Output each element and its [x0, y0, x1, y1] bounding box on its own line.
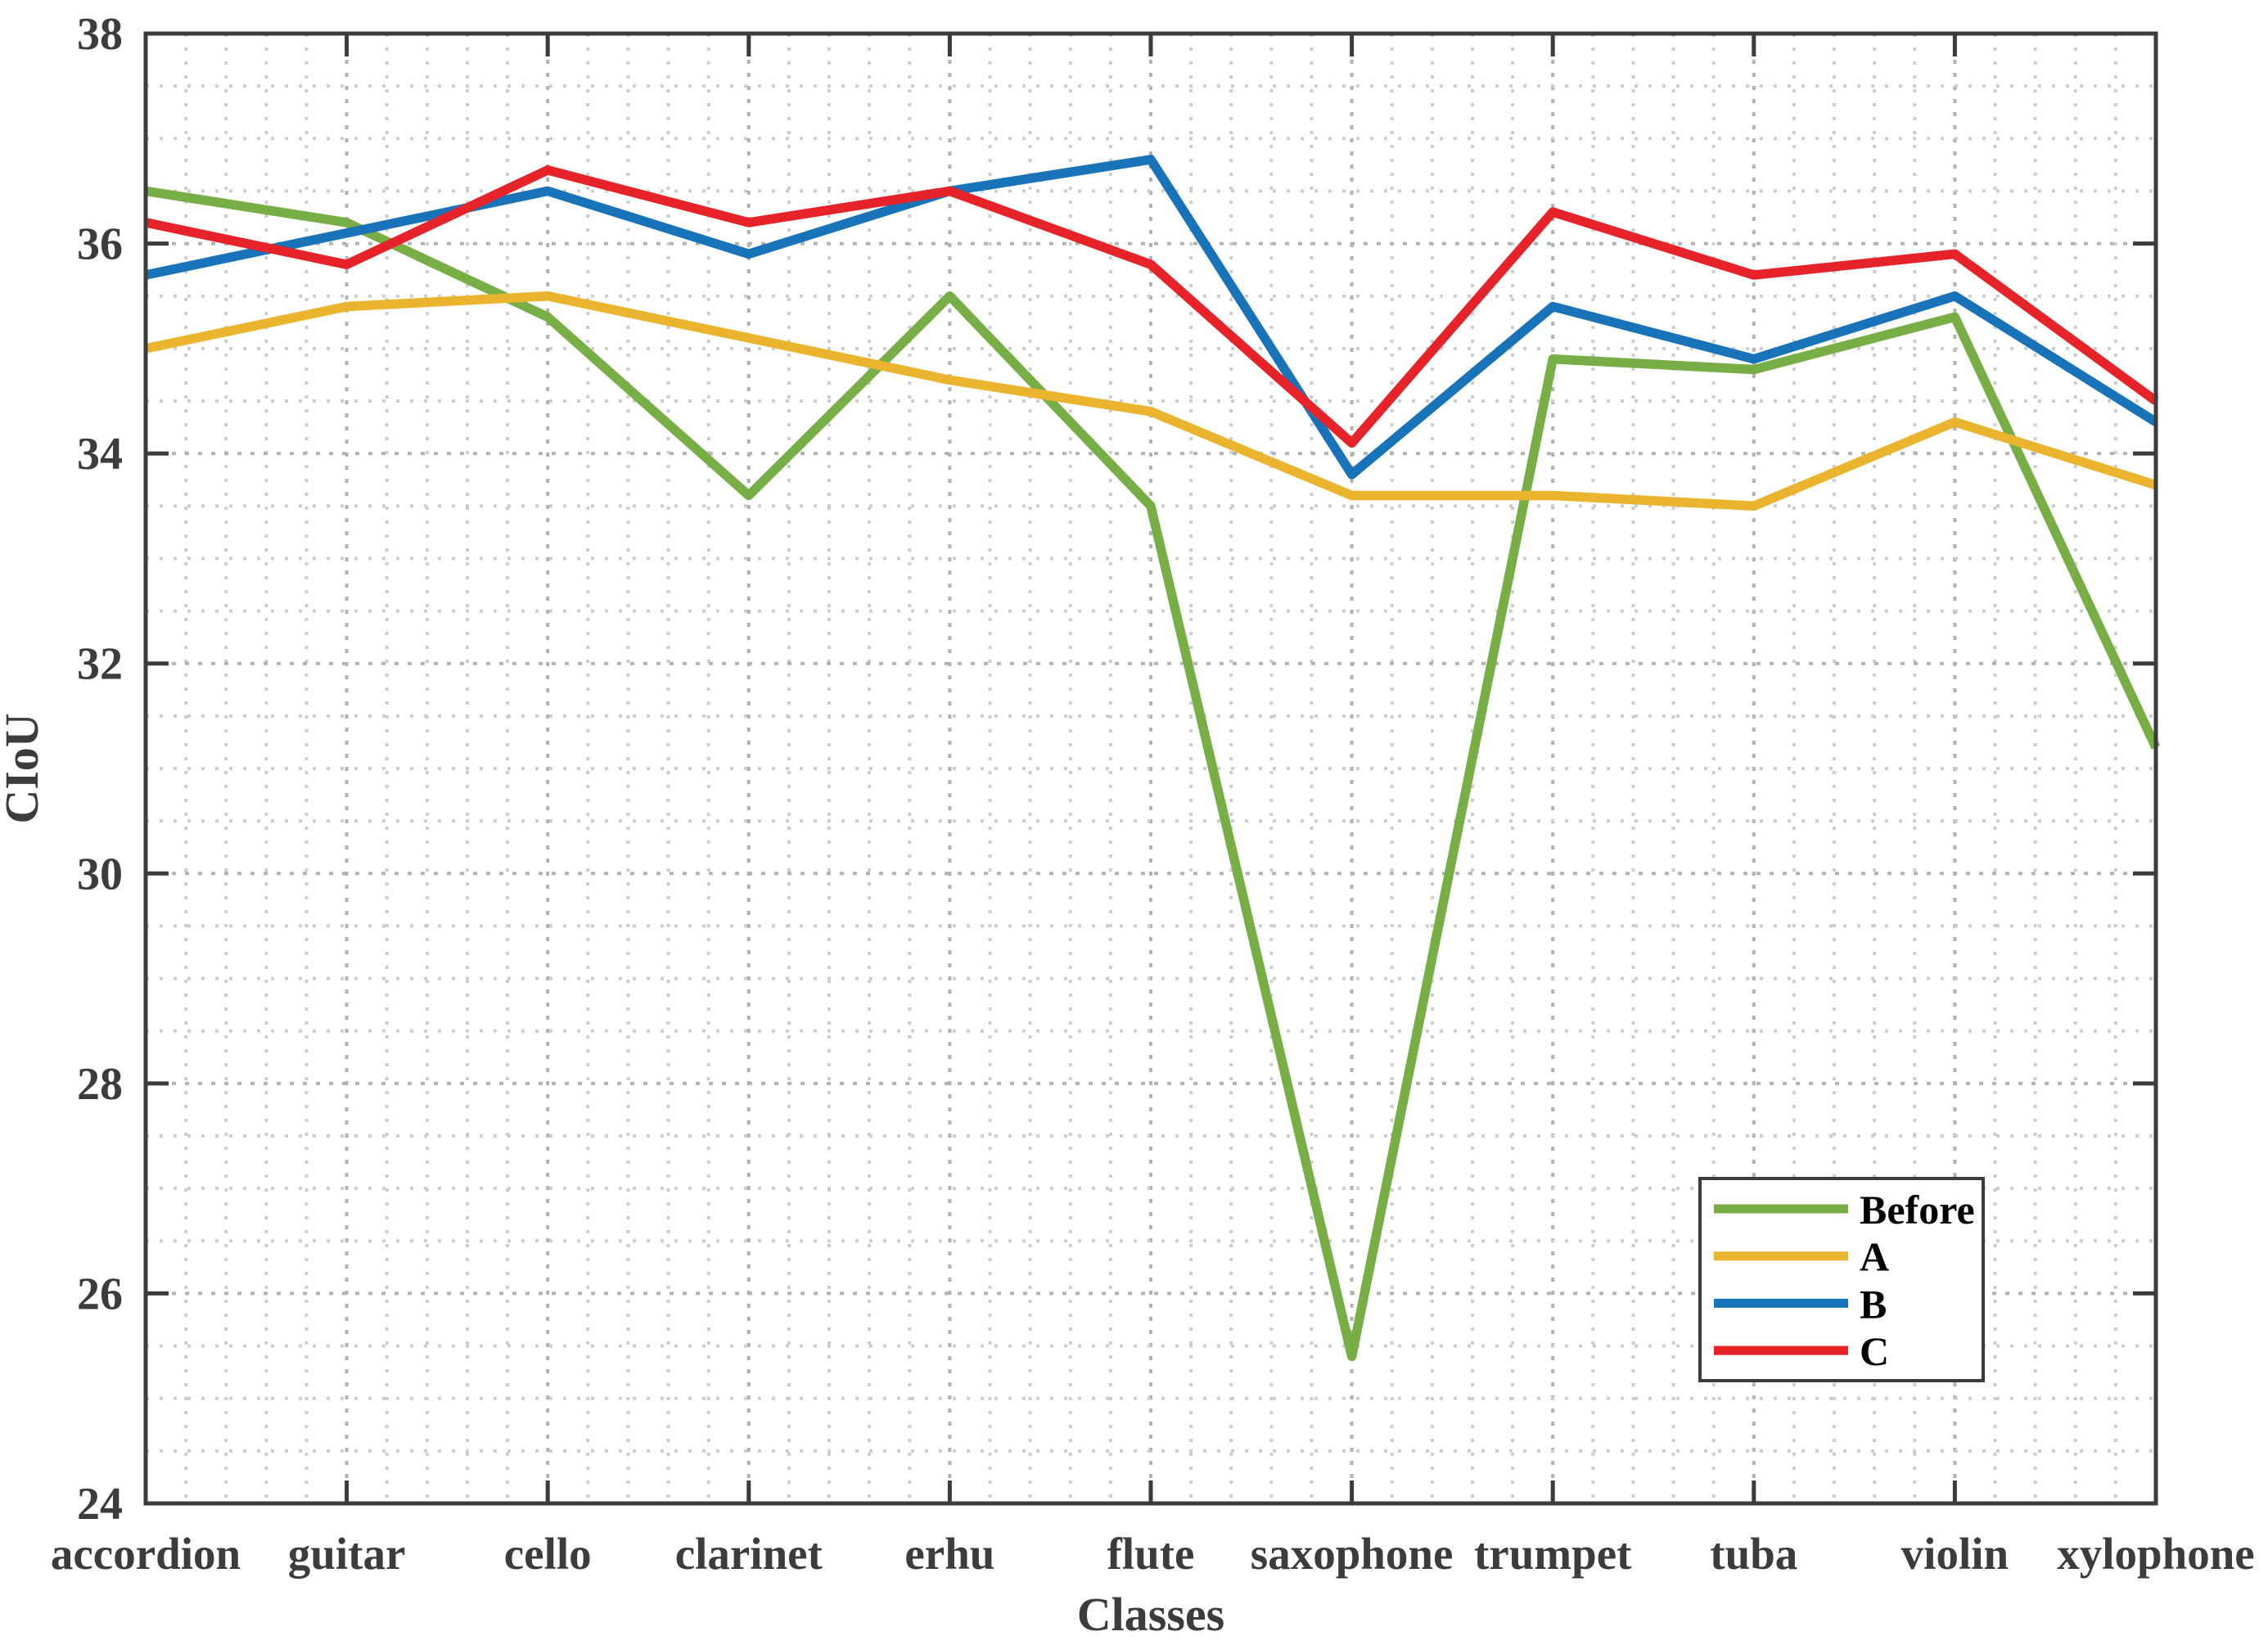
x-tick-label: accordion: [51, 1529, 241, 1579]
y-tick-label: 28: [77, 1059, 123, 1110]
series-line-a: [144, 291, 2158, 512]
legend-label-before: Before: [1860, 1187, 1975, 1233]
x-tick-label: xylophone: [2057, 1529, 2254, 1579]
axes: [143, 31, 2158, 1506]
legend-label-c: C: [1860, 1328, 1889, 1374]
legend-label-b: B: [1860, 1281, 1887, 1327]
tick-labels: 24 26 28 30 32 34 36 38 accordion guitar cello clar…: [51, 9, 2255, 1579]
y-tick-label: 34: [77, 429, 123, 480]
y-axis-label: CIoU: [0, 713, 48, 823]
x-tick-label: clarinet: [675, 1529, 823, 1579]
y-tick-label: 32: [77, 639, 123, 690]
series-line-before: [145, 186, 2161, 1362]
x-tick-label: violin: [1901, 1529, 2009, 1579]
x-tick-label: erhu: [904, 1529, 994, 1579]
y-tick-label: 30: [77, 849, 123, 899]
series-lines: [144, 155, 2161, 1362]
x-tick-label: guitar: [288, 1529, 406, 1579]
y-tick-label: 26: [77, 1269, 123, 1319]
y-tick-label: 24: [77, 1479, 123, 1530]
x-axis-label: Classes: [1077, 1588, 1224, 1641]
y-tick-label: 36: [77, 219, 123, 270]
y-tick-label: 38: [77, 9, 123, 60]
x-tick-label: flute: [1107, 1529, 1195, 1579]
x-tick-label: tuba: [1710, 1529, 1797, 1579]
x-tick-label: trumpet: [1474, 1529, 1632, 1579]
x-tick-label: cello: [504, 1529, 592, 1579]
x-tick-label: saxophone: [1251, 1529, 1454, 1579]
series-line-c: [144, 165, 2159, 448]
legend-label-a: A: [1860, 1234, 1889, 1280]
